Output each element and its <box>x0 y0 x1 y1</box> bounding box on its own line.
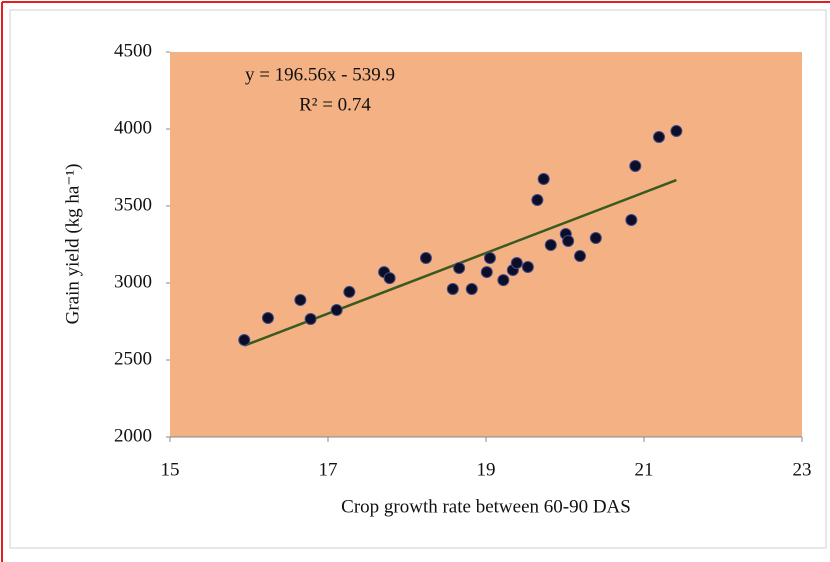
y-tick-label: 2500 <box>114 348 152 369</box>
point <box>343 285 356 298</box>
point <box>521 260 534 273</box>
point <box>625 214 638 227</box>
x-tick-label: 19 <box>477 459 496 480</box>
y-tick-label: 3500 <box>114 194 152 215</box>
point <box>544 238 557 251</box>
point <box>330 303 343 316</box>
point <box>510 256 523 269</box>
y-tick-label: 3000 <box>114 271 152 292</box>
point <box>465 283 478 296</box>
x-tick-label: 17 <box>319 459 338 480</box>
x-tick-label: 21 <box>635 459 654 480</box>
y-axis-title: Grain yield (kg ha⁻¹) <box>62 164 83 325</box>
x-tick-label: 23 <box>793 459 812 480</box>
y-tick-label: 2000 <box>114 425 152 446</box>
point <box>419 252 432 265</box>
point <box>531 193 544 206</box>
y-tick-label: 4500 <box>114 40 152 61</box>
point <box>537 173 550 186</box>
point <box>446 283 459 296</box>
x-axis-title: Crop growth rate between 60-90 DAS <box>341 496 631 517</box>
point <box>261 311 274 324</box>
chart-border <box>9 9 827 549</box>
point <box>589 232 602 245</box>
plot-area <box>170 52 802 437</box>
y-tick-label: 4000 <box>114 117 152 138</box>
x-tick-label: 15 <box>161 459 180 480</box>
point <box>238 333 251 346</box>
point <box>574 250 587 263</box>
point <box>304 313 317 326</box>
point <box>383 272 396 285</box>
point <box>562 234 575 247</box>
point <box>653 131 666 144</box>
point <box>497 274 510 287</box>
point <box>294 293 307 306</box>
point <box>629 159 642 172</box>
point <box>483 252 496 265</box>
point <box>453 262 466 275</box>
equation: y = 196.56x - 539.9 <box>245 64 395 85</box>
point <box>480 266 493 279</box>
r-squared: R² = 0.74 <box>299 94 371 115</box>
point <box>670 125 683 138</box>
